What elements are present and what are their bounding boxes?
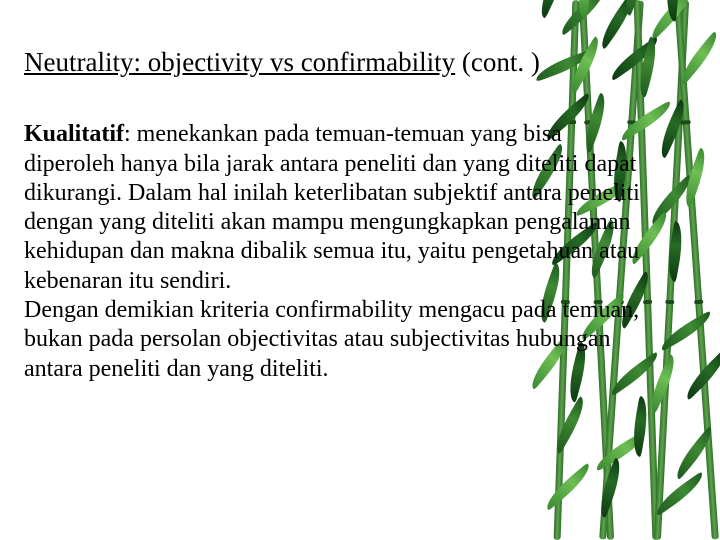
title-cont-text: (cont. )	[455, 47, 540, 77]
body-paragraph-2: Dengan demikian kriteria confirmability …	[24, 297, 639, 382]
slide-content: Neutrality: objectivity vs confirmabilit…	[24, 46, 644, 384]
slide-body: Kualitatif: menekankan pada temuan-temua…	[24, 120, 644, 383]
title-underlined-text: Neutrality: objectivity vs confirmabilit…	[24, 47, 455, 77]
slide: Neutrality: objectivity vs confirmabilit…	[0, 0, 720, 540]
slide-title: Neutrality: objectivity vs confirmabilit…	[24, 46, 644, 78]
body-lead-term: Kualitatif	[24, 121, 124, 147]
